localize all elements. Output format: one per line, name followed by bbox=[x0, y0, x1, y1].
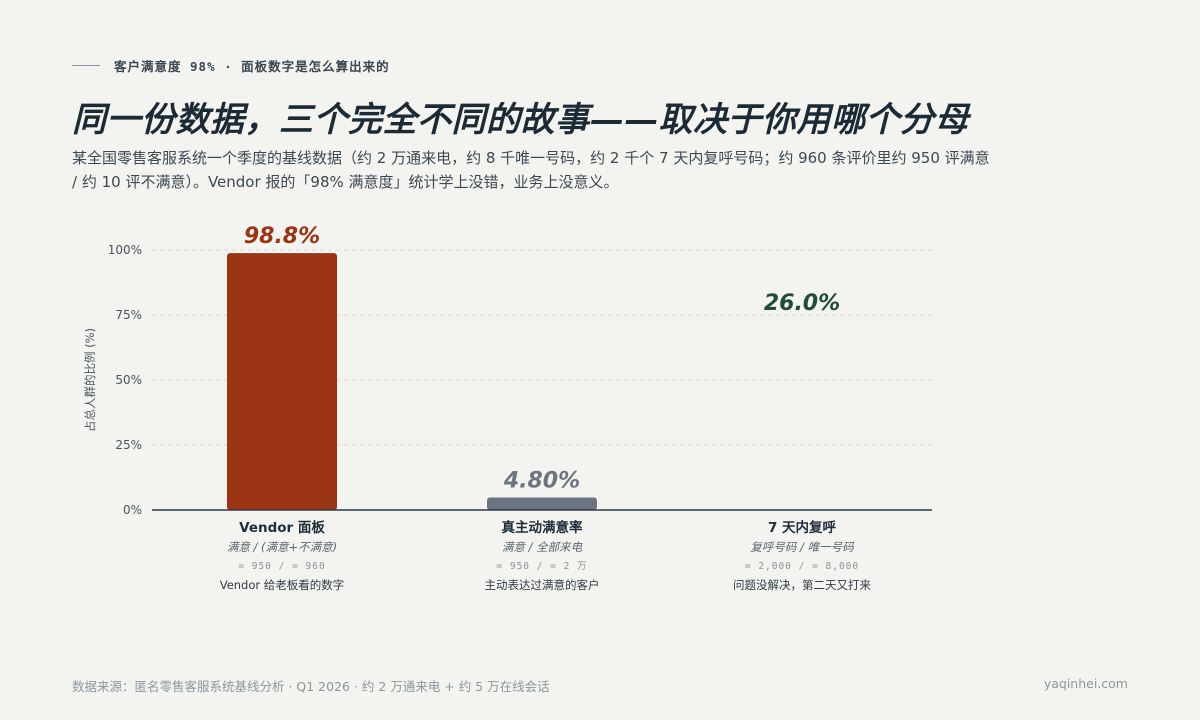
y-tick-label: 75% bbox=[115, 308, 142, 322]
category-name: 7 天内复呼 bbox=[768, 519, 837, 536]
eyebrow-rule bbox=[72, 65, 100, 66]
category-note: 主动表达过满意的客户 bbox=[485, 578, 600, 592]
y-axis-label: 占总人群的比例 (%) bbox=[83, 328, 97, 432]
bar-value-label: 4.80% bbox=[503, 469, 580, 494]
bar-1 bbox=[227, 253, 337, 510]
category-note: Vendor 给老板看的数字 bbox=[220, 578, 345, 592]
footer-site[interactable]: yaqinhei.com bbox=[1043, 676, 1128, 691]
bar-chart: 0% 25% 50% 75% 100% 占总人群的比例 (%) 98.8% 4.80% 26.0… bbox=[83, 224, 932, 592]
category-formula: 满意 / 全部来电 bbox=[502, 540, 583, 554]
category-formula: 复呼号码 / 唯一号码 bbox=[750, 540, 855, 554]
category-name: Vendor 面板 bbox=[239, 519, 325, 536]
eyebrow-text: 客户满意度 98% · 面板数字是怎么算出来的 bbox=[114, 59, 390, 74]
category-formula: 满意 / (满意+不满意) bbox=[227, 540, 337, 554]
subhead: 某全国零售客服系统一个季度的基线数据（约 2 万通来电，约 8 千唯一号码，约 … bbox=[72, 149, 990, 191]
y-tick-label: 100% bbox=[108, 243, 142, 257]
chart-area: 0% 25% 50% 75% 100% 占总人群的比例 (%) 98.8% 4.80% 26.0… bbox=[0, 210, 1200, 610]
category-counts: = 950 / = 2 万 bbox=[496, 561, 587, 572]
category-counts: = 2,000 / = 8,000 bbox=[745, 561, 859, 572]
bar-value-label: 26.0% bbox=[764, 291, 840, 316]
category-name: 真主动满意率 bbox=[502, 519, 583, 536]
category-note: 问题没解决，第二天又打来 bbox=[733, 578, 871, 592]
category-counts: = 950 / = 960 bbox=[238, 561, 325, 572]
headline: 同一份数据，三个完全不同的故事——取决于你用哪个分母 bbox=[72, 100, 969, 140]
bar-value-label: 98.8% bbox=[244, 224, 320, 249]
y-tick-label: 25% bbox=[115, 438, 142, 452]
bar-2 bbox=[487, 497, 597, 510]
eyebrow: 客户满意度 98% · 面板数字是怎么算出来的 bbox=[72, 56, 390, 75]
y-tick-label: 0% bbox=[123, 503, 142, 517]
y-tick-label: 50% bbox=[115, 373, 142, 387]
footer-source: 数据来源：匿名零售客服系统基线分析 · Q1 2026 · 约 2 万通来电 +… bbox=[72, 679, 550, 694]
